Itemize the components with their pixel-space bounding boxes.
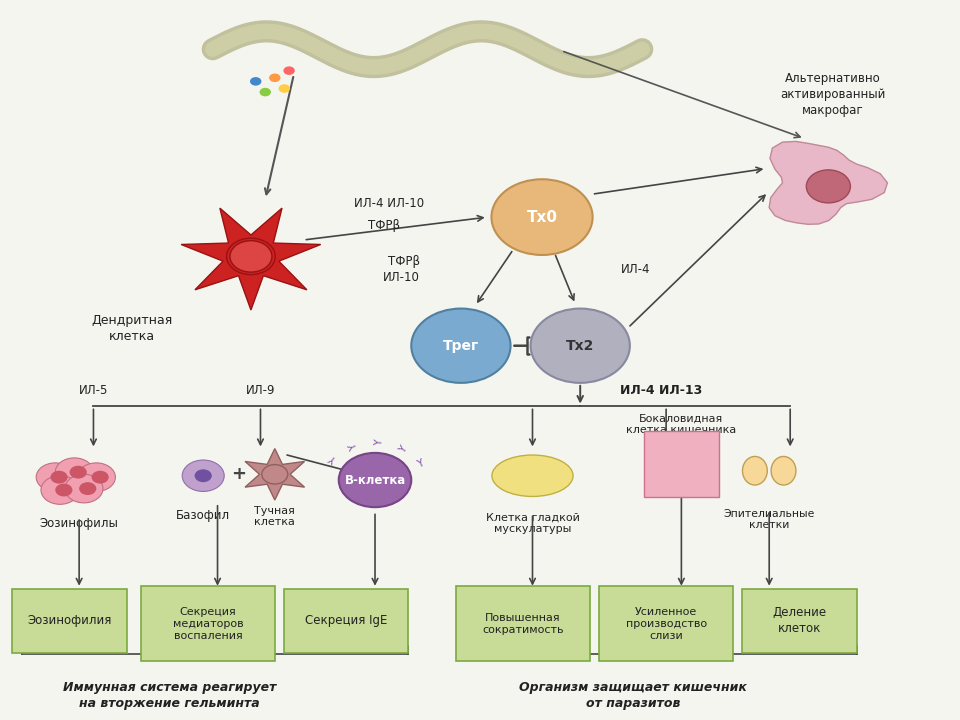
Polygon shape — [245, 449, 304, 500]
Text: Повышенная
сократимость: Повышенная сократимость — [482, 613, 564, 635]
Polygon shape — [181, 208, 321, 310]
Circle shape — [411, 309, 511, 383]
FancyBboxPatch shape — [12, 589, 127, 653]
Text: Y: Y — [397, 444, 409, 455]
Text: Секреция
медиаторов
воспаления: Секреция медиаторов воспаления — [173, 606, 243, 642]
Circle shape — [230, 240, 272, 272]
Text: Tx2: Tx2 — [566, 338, 594, 353]
Text: Трег: Трег — [443, 338, 479, 353]
Text: +: + — [231, 465, 246, 483]
FancyBboxPatch shape — [141, 587, 275, 662]
Text: Иммунная система реагирует
на вторжение гельминта: Иммунная система реагирует на вторжение … — [63, 681, 276, 711]
Text: Секреция IgE: Секреция IgE — [305, 614, 388, 627]
Circle shape — [69, 466, 86, 479]
Circle shape — [278, 84, 290, 93]
Text: Tx0: Tx0 — [526, 210, 558, 225]
Text: ИЛ-4: ИЛ-4 — [621, 264, 651, 276]
Circle shape — [227, 238, 276, 274]
Circle shape — [182, 460, 225, 492]
Ellipse shape — [492, 455, 573, 497]
FancyBboxPatch shape — [644, 431, 719, 498]
Circle shape — [339, 453, 411, 507]
Text: Альтернативно
активированный
макрофаг: Альтернативно активированный макрофаг — [780, 72, 886, 117]
Text: Эозинофилы: Эозинофилы — [39, 517, 119, 530]
Circle shape — [269, 73, 280, 82]
Circle shape — [806, 170, 851, 203]
Text: ТФРβ: ТФРβ — [369, 219, 400, 232]
Text: Деление
клеток: Деление клеток — [773, 606, 827, 635]
Circle shape — [531, 309, 630, 383]
Text: ИЛ-9: ИЛ-9 — [246, 384, 276, 397]
Polygon shape — [769, 141, 887, 225]
Text: Y: Y — [374, 440, 385, 446]
FancyBboxPatch shape — [599, 587, 732, 662]
FancyBboxPatch shape — [284, 589, 408, 653]
Circle shape — [41, 476, 79, 504]
Text: Эозинофилия: Эозинофилия — [28, 614, 111, 627]
Circle shape — [36, 463, 74, 492]
Text: ТФРβ
ИЛ-10: ТФРβ ИЛ-10 — [383, 256, 420, 284]
Circle shape — [262, 464, 288, 484]
Circle shape — [65, 474, 103, 503]
Text: Усиленное
производство
слизи: Усиленное производство слизи — [626, 606, 707, 642]
Text: ИЛ-5: ИЛ-5 — [79, 384, 108, 397]
Circle shape — [91, 471, 108, 484]
Ellipse shape — [771, 456, 796, 485]
Circle shape — [77, 463, 115, 492]
Circle shape — [195, 469, 212, 482]
Circle shape — [259, 88, 271, 96]
Text: ИЛ-4 ИЛ-13: ИЛ-4 ИЛ-13 — [620, 384, 703, 397]
Circle shape — [283, 66, 295, 75]
Text: Y: Y — [348, 441, 360, 451]
Text: Эпителиальные
клетки: Эпителиальные клетки — [724, 508, 815, 530]
Circle shape — [56, 484, 72, 497]
Text: Y: Y — [329, 453, 340, 464]
Circle shape — [492, 179, 592, 255]
Text: Бокаловидная
клетка кишечника: Бокаловидная клетка кишечника — [626, 413, 736, 435]
FancyBboxPatch shape — [742, 589, 857, 653]
Text: Дендритная
клетка: Дендритная клетка — [91, 314, 172, 343]
Circle shape — [56, 458, 93, 487]
Text: Y: Y — [416, 459, 424, 470]
FancyBboxPatch shape — [456, 587, 589, 662]
Text: В-клетка: В-клетка — [345, 474, 406, 487]
Text: ИЛ-4 ИЛ-10: ИЛ-4 ИЛ-10 — [354, 197, 424, 210]
Circle shape — [79, 482, 96, 495]
Text: Организм защищает кишечник
от паразитов: Организм защищает кишечник от паразитов — [518, 681, 747, 711]
Ellipse shape — [742, 456, 767, 485]
Text: Тучная
клетка: Тучная клетка — [254, 505, 296, 527]
Text: Базофил: Базофил — [176, 508, 230, 521]
Text: Клетка гладкой
мускулатуры: Клетка гладкой мускулатуры — [486, 513, 580, 534]
Circle shape — [51, 471, 67, 484]
Circle shape — [250, 77, 261, 86]
